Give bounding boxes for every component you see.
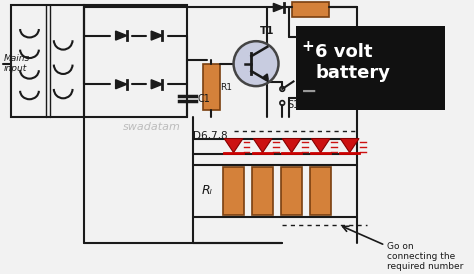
Bar — [292, 2, 329, 17]
Polygon shape — [311, 139, 330, 153]
Text: Rₗ: Rₗ — [202, 184, 213, 198]
Text: swadatam: swadatam — [123, 122, 181, 132]
Bar — [252, 167, 273, 215]
Polygon shape — [273, 3, 283, 12]
Bar — [282, 167, 302, 215]
Bar — [84, 5, 187, 117]
Text: S1: S1 — [287, 100, 299, 110]
Polygon shape — [224, 139, 243, 153]
Polygon shape — [340, 139, 359, 153]
Polygon shape — [253, 139, 272, 153]
Text: D6,7,8: D6,7,8 — [193, 131, 228, 141]
Text: Mains
input: Mains input — [3, 54, 29, 73]
Text: −: − — [301, 82, 318, 101]
Circle shape — [234, 41, 279, 86]
Text: 6 volt
battery: 6 volt battery — [315, 43, 390, 82]
Text: R1: R1 — [220, 82, 232, 92]
Polygon shape — [264, 74, 268, 79]
Polygon shape — [282, 139, 301, 153]
Bar — [11, 5, 84, 117]
Bar — [223, 167, 244, 215]
Text: Go on
connecting the
required number: Go on connecting the required number — [387, 242, 464, 271]
Polygon shape — [116, 80, 127, 89]
Polygon shape — [116, 31, 127, 40]
Bar — [310, 167, 331, 215]
Text: T1: T1 — [260, 25, 274, 36]
Bar — [296, 26, 445, 110]
Text: +: + — [301, 39, 314, 54]
Text: C1: C1 — [198, 94, 211, 104]
Polygon shape — [151, 31, 163, 40]
Polygon shape — [151, 80, 163, 89]
Bar — [203, 64, 219, 110]
